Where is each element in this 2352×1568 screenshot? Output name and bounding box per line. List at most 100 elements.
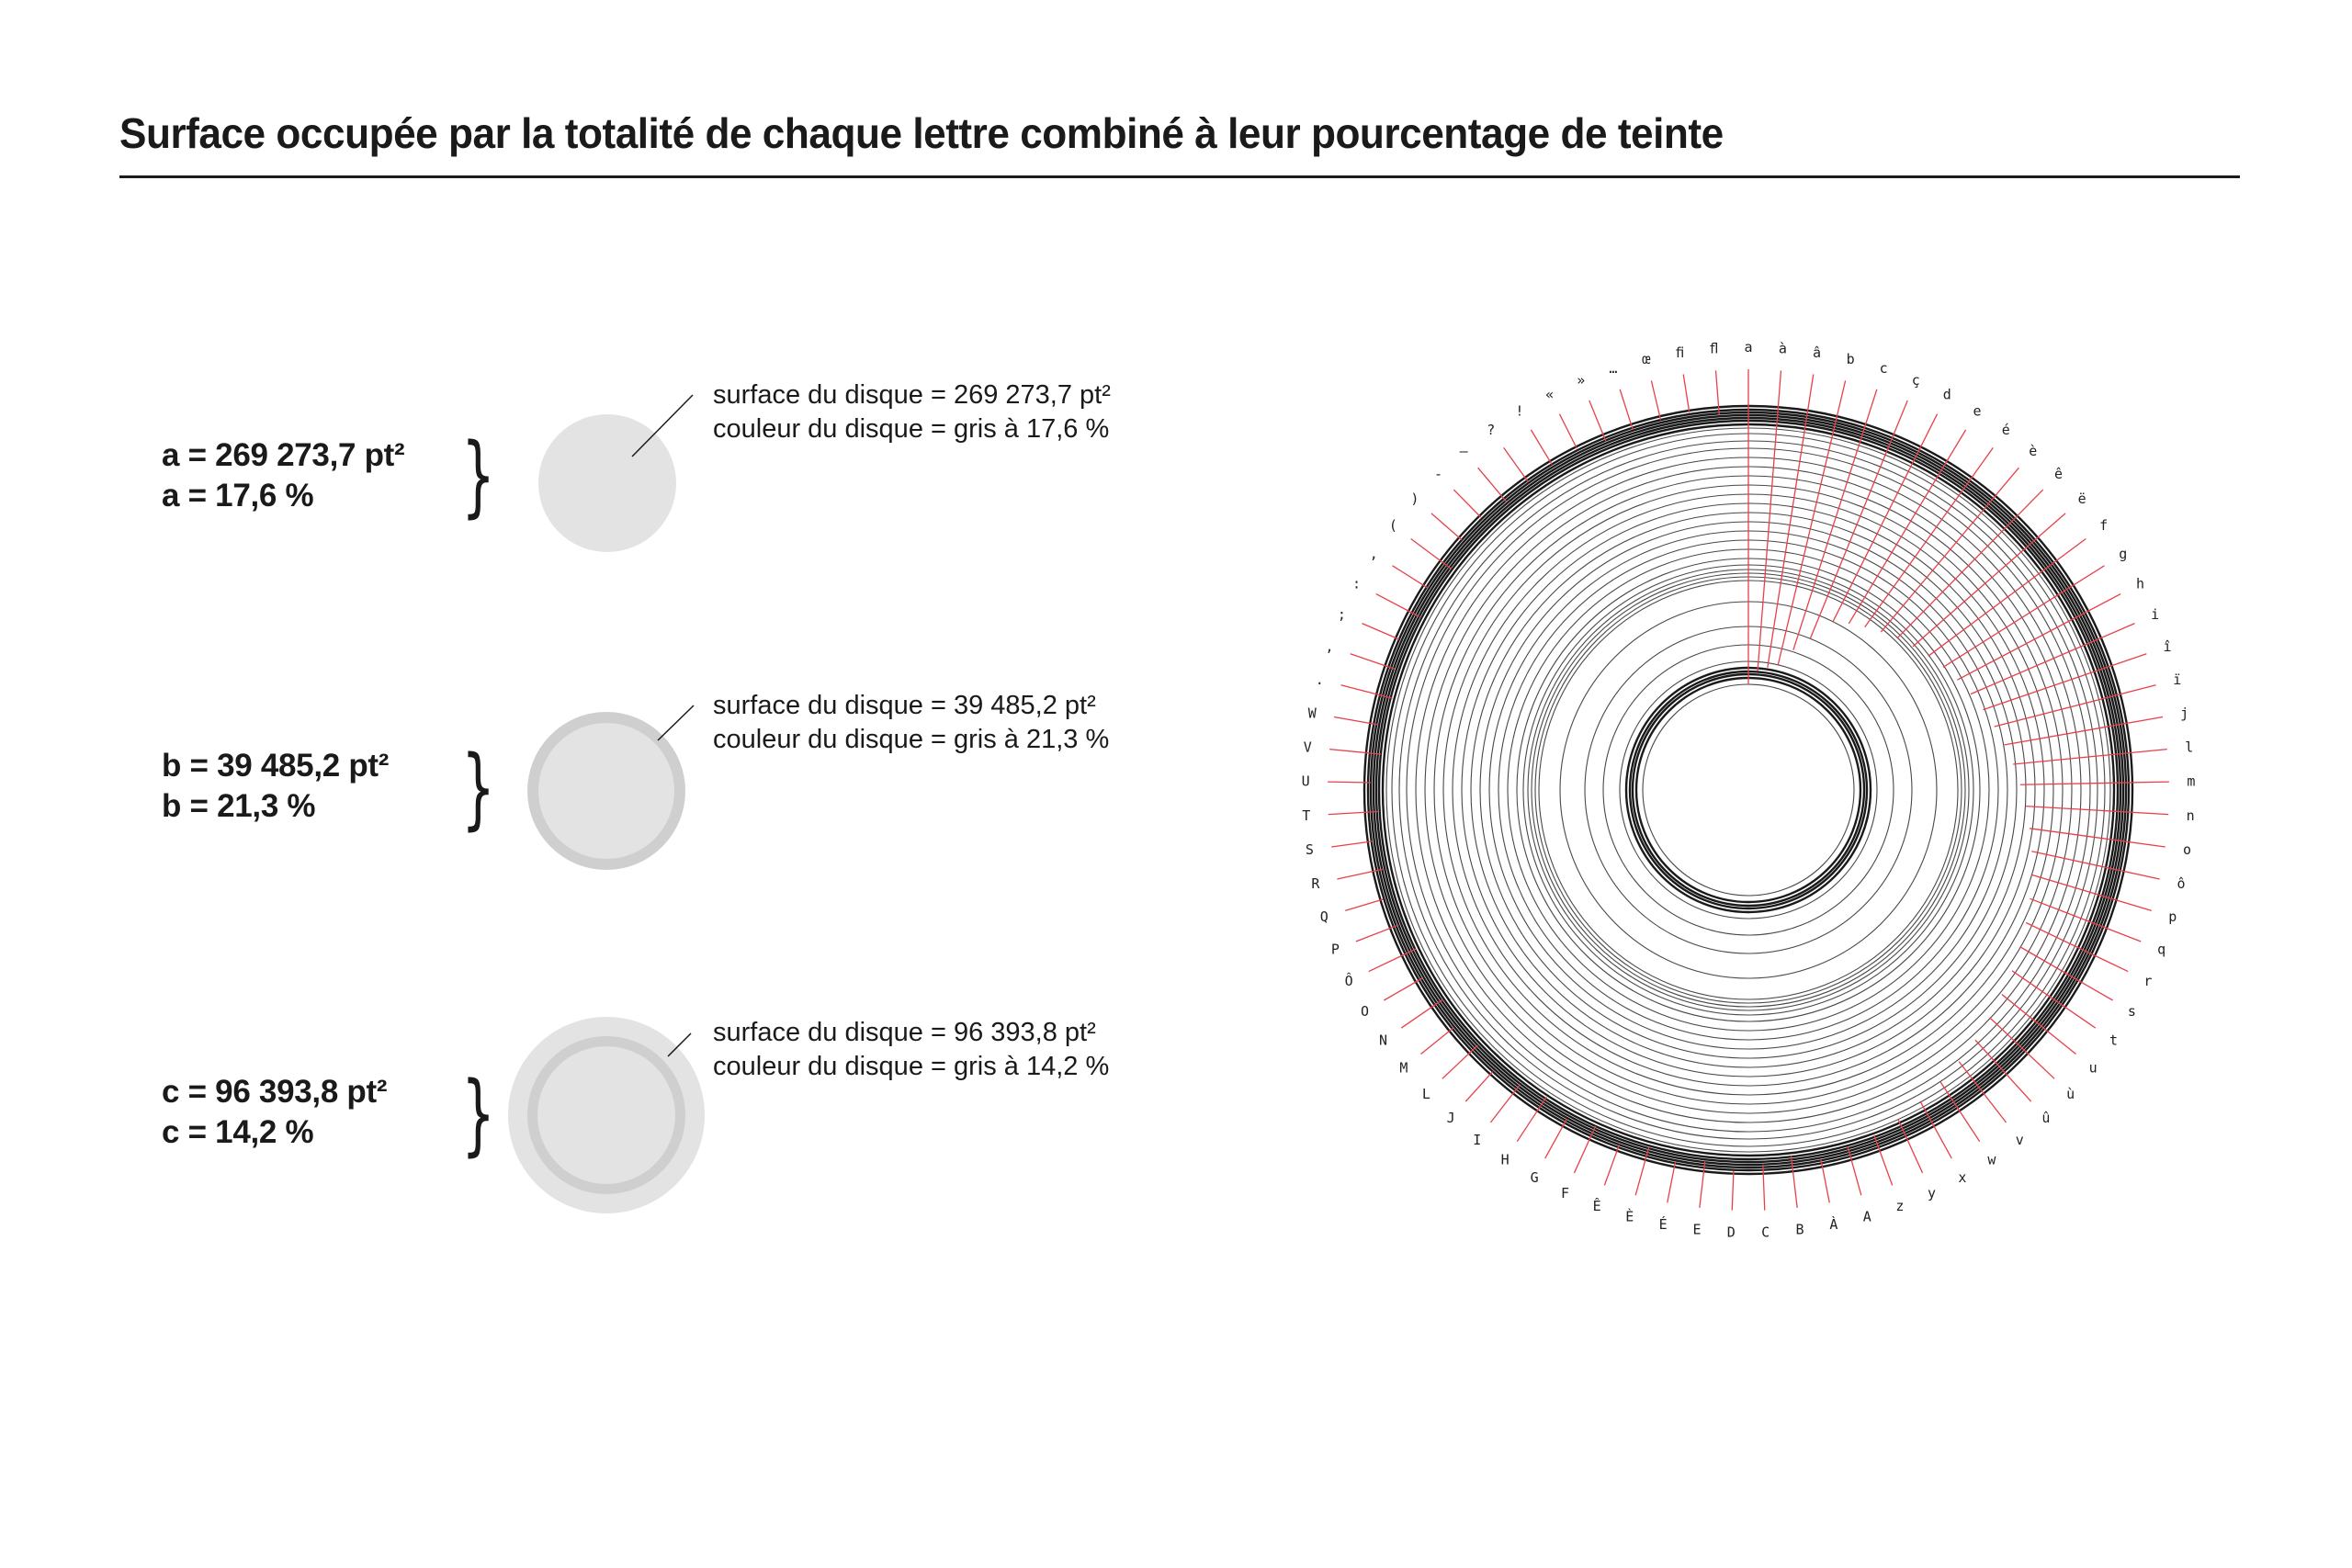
note-b-color: couleur du disque = gris à 21,3 % [713,725,1110,754]
glyph-label: r [2143,973,2152,989]
glyph-label: é [2002,422,2010,438]
glyph-label: n [2187,807,2195,824]
leader-line [1375,592,1419,617]
leader-line [1619,389,1634,430]
leader-line [1792,389,1878,650]
glyph-label: ë [2078,491,2086,507]
glyph-label: Ô [1345,972,1353,989]
glyph-label: ç [1912,372,1920,389]
glyph-label: â [1813,344,1821,361]
glyph-label: … [1609,360,1617,377]
leader-line [1350,653,1396,670]
glyph-label: b [1847,351,1855,367]
glyph-label: g [2119,546,2127,562]
disc-c [537,1046,675,1184]
glyph-label: y [1928,1185,1936,1201]
glyph-label: t [2109,1032,2118,1049]
glyph-label: h [2136,575,2144,592]
leader-line [1400,998,1444,1029]
leader-line [1410,537,1453,570]
leader-line [1589,400,1607,442]
leader-line [1489,1085,1521,1123]
leader-line [1340,684,1393,699]
glyph-label: È [1625,1207,1634,1224]
glyph-label: : [1352,575,1361,592]
leader-line [1328,781,1372,784]
glyph-label: N [1379,1032,1387,1049]
glyph-label: v [2016,1132,2024,1148]
glyph-label: p [2168,908,2177,925]
glyph-label: C [1761,1224,1770,1241]
leader-line [1530,429,1553,465]
glyph-label: D [1727,1224,1736,1241]
legend-a-percent: a = 17,6 % [162,478,314,513]
glyph-label: œ [1642,351,1650,367]
glyph-label: L [1422,1086,1430,1102]
glyph-label: « [1545,386,1554,402]
leader-line [1873,1134,1894,1186]
glyph-label: E [1693,1222,1702,1238]
glyph-label: Q [1320,908,1329,925]
legend-a: a = 269 273,7 pt² a = 17,6 % [162,435,405,516]
glyph-label: ô [2177,875,2186,892]
glyph-label: ( [1389,517,1397,534]
glyph-label: A [1863,1208,1871,1224]
leader-line [1832,413,1939,623]
leader-line [1503,447,1529,483]
glyph-label: ê [2054,466,2063,482]
leader-line [1430,513,1463,541]
legend-b-surface: b = 39 485,2 pt² [162,748,390,784]
glyph-label: à [1779,340,1787,356]
glyph-label: B [1795,1222,1804,1238]
glyph-label: W [1308,705,1317,721]
leader-line [1650,380,1662,421]
note-c-color: couleur du disque = gris à 14,2 % [713,1052,1110,1081]
glyph-label: F [1561,1185,1569,1201]
leader-line [1989,1017,2055,1079]
chart-leader-lines [1328,369,2169,1211]
leader-line [2004,716,2164,746]
glyph-label: I [1473,1132,1481,1148]
glyph-label: î [2164,638,2172,655]
leader-line [1939,1081,1981,1143]
leader-line [1864,447,1994,628]
legend-c-percent: c = 14,2 % [162,1114,314,1150]
glyph-label: J [1447,1110,1455,1126]
legend-b: b = 39 485,2 pt² b = 21,3 % [162,746,389,827]
note-c: surface du disque = 96 393,8 pt² couleur… [713,1016,1109,1084]
leader-line [2030,828,2165,848]
leader-line [1516,1096,1547,1143]
leader-line [1453,489,1482,518]
glyph-label: . [1316,671,1324,688]
leader-line [1682,374,1690,413]
note-a-color: couleur du disque = gris à 17,6 % [713,414,1110,444]
glyph-label: c [1880,360,1888,377]
leader-line [1667,1162,1677,1203]
glyph-label: À [1829,1215,1838,1233]
leader-line [1337,868,1385,880]
ring [1602,644,1894,936]
glyph-label: V [1304,739,1312,755]
note-c-surface: surface du disque = 96 393,8 pt² [713,1018,1096,1047]
pointer-b [657,705,695,741]
leader-line [1328,810,1378,816]
leader-line [1634,1147,1650,1196]
glyph-label: Ê [1593,1197,1601,1214]
glyph-label: ? [1487,422,1495,438]
glyph-label: – [1460,443,1469,459]
glyph-label: M [1399,1060,1408,1077]
leader-line [1897,1118,1924,1174]
glyph-label: u [2089,1060,2098,1077]
ring [1634,676,1862,904]
legend-c-surface: c = 96 393,8 pt² [162,1074,388,1110]
leader-line [1957,592,2121,681]
page-title: Surface occupée par la totalité de chaqu… [119,109,1724,157]
pointer-c [667,1032,692,1057]
leader-line [2019,781,2169,785]
glyph-label: R [1311,875,1320,892]
ring [1624,666,1872,914]
glyph-label: o [2183,841,2191,858]
note-b-surface: surface du disque = 39 485,2 pt² [713,691,1096,720]
leader-line [1983,653,2147,711]
